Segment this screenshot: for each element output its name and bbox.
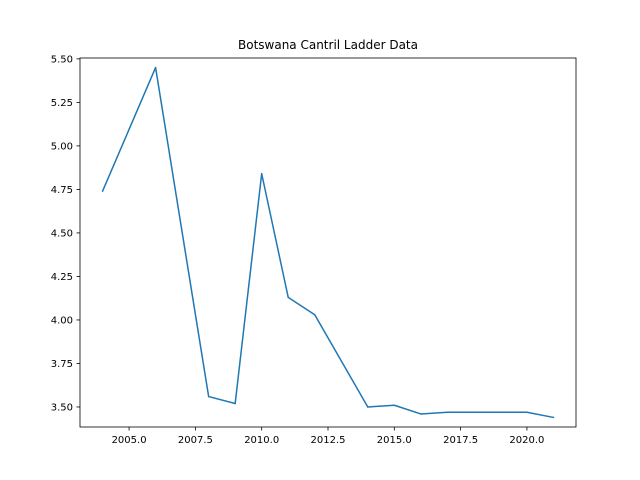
y-tick-label: 3.75 (51, 359, 73, 370)
x-tick-label: 2012.5 (311, 435, 346, 446)
data-point (234, 402, 236, 405)
chart-title: Botswana Cantril Ladder Data (238, 38, 418, 52)
data-point (313, 313, 316, 316)
plot-area (101, 66, 555, 419)
series-line (101, 66, 554, 419)
data-point (101, 190, 104, 192)
x-tick-label: 2005.0 (112, 435, 147, 446)
y-tick-label: 5.25 (51, 98, 73, 109)
y-tick-label: 4.50 (51, 228, 73, 239)
data-point (446, 411, 449, 413)
y-tick-label: 4.75 (51, 185, 73, 196)
x-tick-label: 2010.0 (244, 435, 279, 446)
y-tick-label: 4.00 (51, 315, 73, 326)
y-tick-label: 4.25 (51, 272, 73, 283)
x-tick-label: 2020.0 (509, 435, 544, 446)
data-point (287, 296, 289, 299)
x-tick-label: 2017.5 (443, 435, 478, 446)
data-point (393, 404, 396, 406)
data-point (552, 416, 555, 419)
data-point (367, 406, 369, 408)
data-point (154, 66, 157, 69)
x-tick-label: 2007.5 (178, 435, 213, 446)
y-tick-label: 5.00 (51, 141, 73, 152)
data-point (420, 413, 422, 415)
y-tick-label: 3.50 (51, 402, 73, 413)
x-tick-label: 2015.0 (377, 435, 412, 446)
data-point (526, 411, 528, 413)
data-point (207, 395, 210, 398)
axes-frame (79, 57, 577, 428)
y-tick-label: 5.50 (51, 54, 73, 65)
data-point (499, 411, 502, 413)
axes: 2005.0 2007.5 2010.0 2012.5 2015.0 2017.5 2020… (51, 54, 545, 446)
data-point (260, 173, 263, 175)
